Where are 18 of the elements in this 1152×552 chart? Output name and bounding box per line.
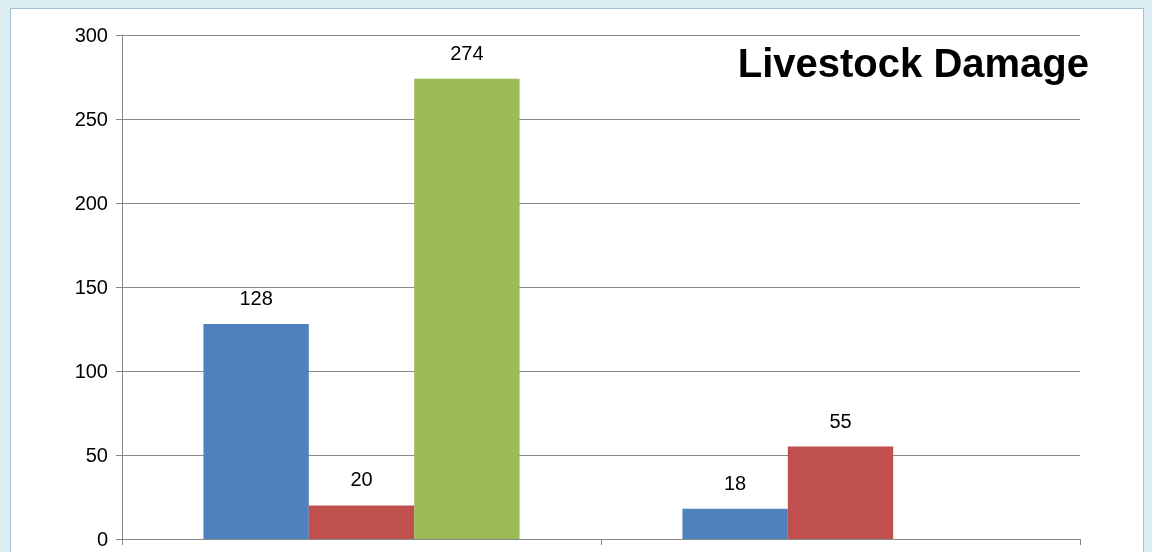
y-tick-label: 250 — [74, 108, 108, 130]
bar — [203, 323, 309, 539]
data-label: 128 — [239, 286, 273, 309]
y-tick-label: 50 — [85, 444, 108, 466]
bar — [308, 505, 415, 539]
bar — [682, 508, 788, 539]
y-tick-label: 300 — [74, 24, 108, 46]
data-label: 18 — [723, 471, 747, 494]
y-tick-label: 0 — [96, 528, 108, 550]
bar — [414, 78, 520, 539]
bar — [787, 446, 894, 539]
y-tick-label: 100 — [74, 360, 108, 382]
data-label: 274 — [450, 41, 484, 64]
y-tick-label: 200 — [74, 192, 108, 214]
data-label: 55 — [829, 409, 852, 432]
y-tick-label: 150 — [74, 276, 108, 298]
data-label: 20 — [350, 468, 373, 491]
chart-title: Livestock Damage — [737, 41, 1090, 85]
